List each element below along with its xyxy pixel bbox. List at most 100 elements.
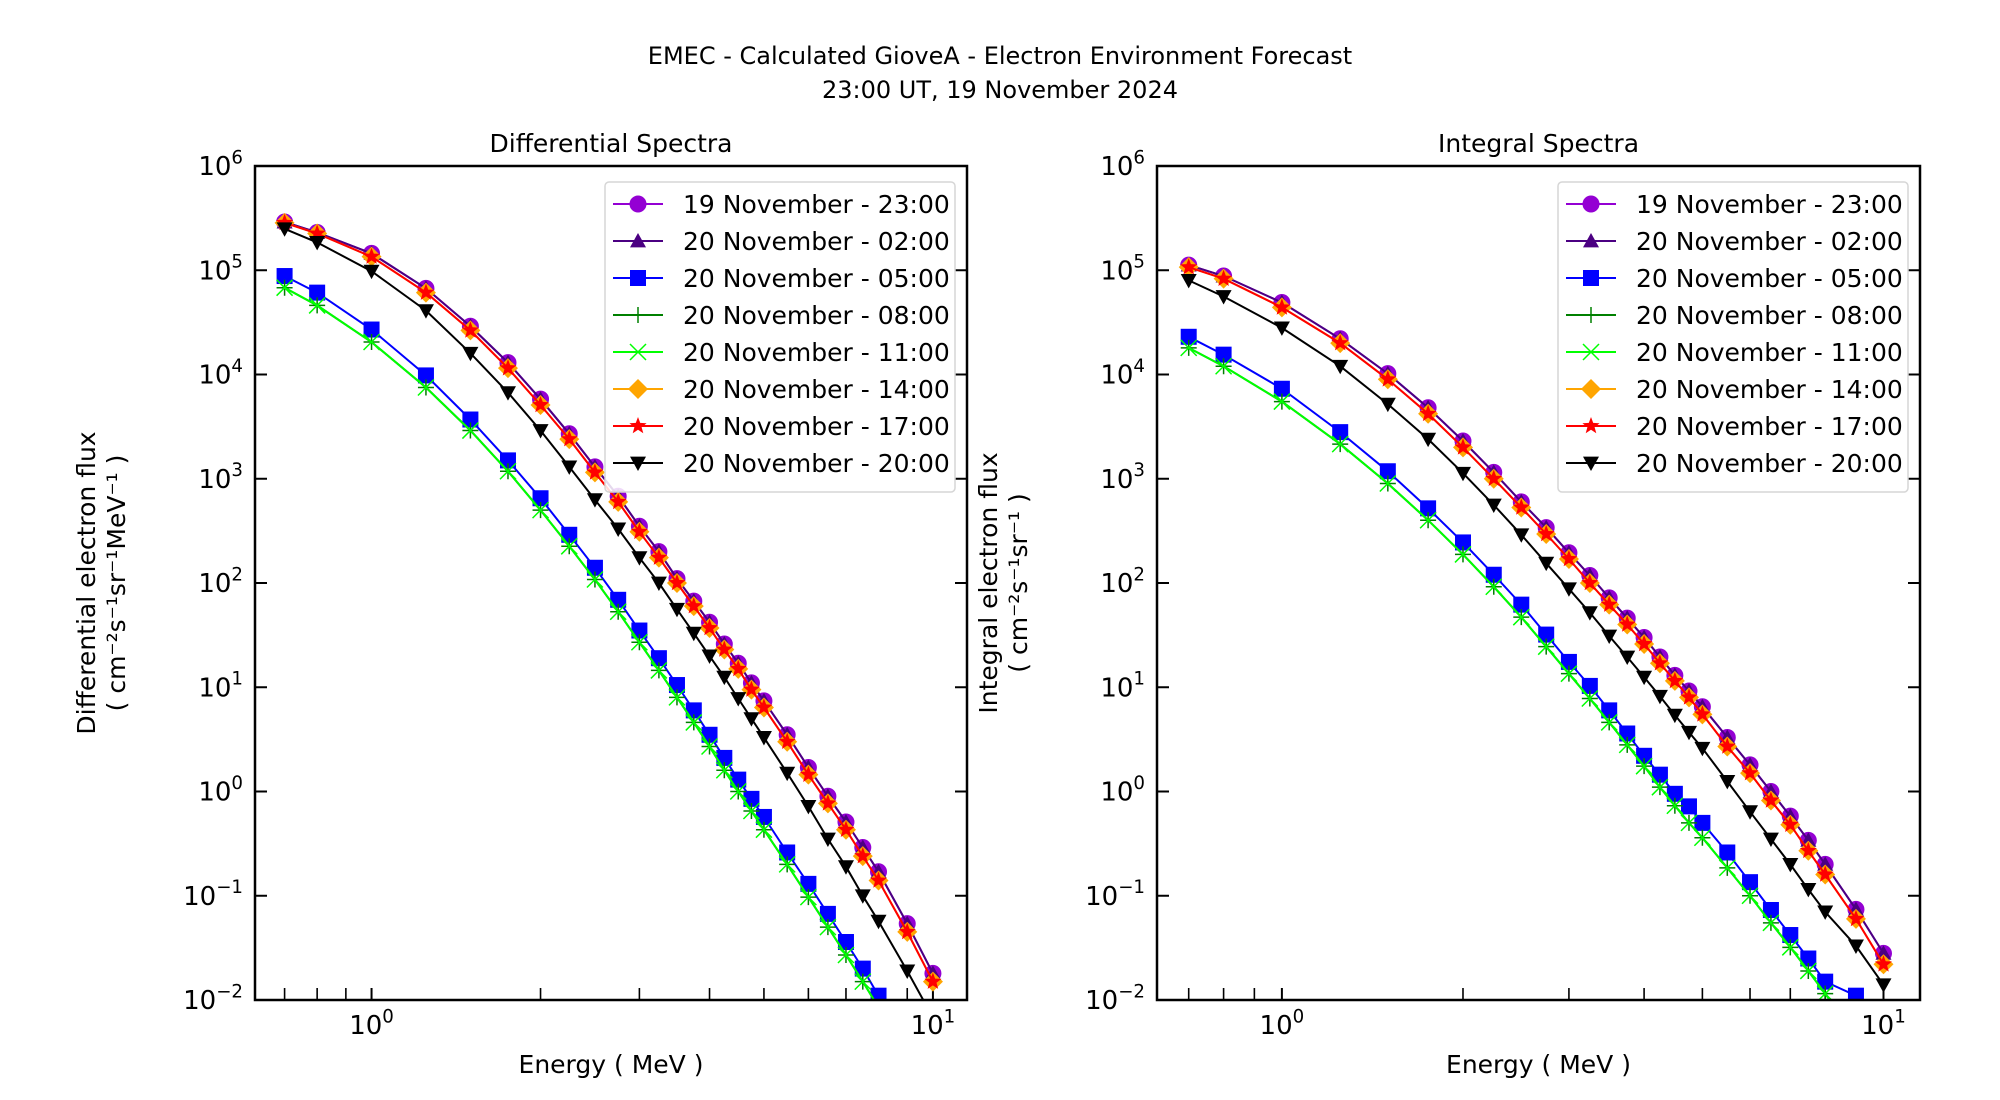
legend-item: 20 November - 11:00 [613,338,950,367]
legend-marker [629,343,647,361]
data-point [1538,556,1555,572]
data-point [854,973,872,991]
data-point [1666,797,1684,815]
data-point [1719,844,1736,861]
data-point [1485,469,1503,486]
data-point [742,802,760,820]
data-point [417,378,435,397]
data-point [716,749,733,766]
data-point [461,321,479,338]
data-point [924,972,942,989]
legend: 19 November - 23:00 20 November - 02:00 20… [1557,181,1909,493]
data-point [499,452,516,469]
y-axis-label: Integral electron flux [974,452,1003,713]
legend-label: 20 November - 02:00 [683,227,950,256]
data-point [1273,393,1291,411]
data-point [1331,435,1349,453]
integral-spectra-panel: Integral Spectra Energy ( MeV ) Integral e… [974,129,1922,1086]
data-point [755,808,772,825]
legend-item: 20 November - 20:00 [613,449,950,478]
data-point [898,922,916,940]
data-point [925,1088,941,1100]
data-point [715,640,733,657]
data-point [799,765,817,782]
data-point [799,888,817,906]
legend-item: 20 November - 14:00 [613,375,950,404]
data-point [899,1040,915,1056]
legend-item: 20 November - 14:00 [1566,375,1903,404]
data-point [1680,798,1697,815]
data-point [899,1050,915,1066]
data-point [650,576,667,591]
legend-item: 20 November - 02:00 [1566,227,1903,256]
legend-label: 20 November - 08:00 [1636,301,1903,330]
data-point [586,493,603,508]
legend-label: 20 November - 02:00 [1636,227,1903,256]
legend-label: 20 November - 20:00 [1636,449,1903,478]
y-axis-label: Differential electron flux [72,431,101,734]
legend-item: 20 November - 08:00 [1566,301,1903,330]
data-point [668,677,685,694]
data-point [1180,258,1198,275]
data-point [462,346,479,362]
legend-marker [1583,307,1599,323]
data-point [1601,702,1618,719]
x-axis-label: Energy ( MeV ) [519,1050,704,1079]
data-point [854,960,871,977]
data-point [1816,865,1834,882]
legend-marker [1583,270,1599,286]
y-tick-label: 10−1 [1085,877,1145,912]
data-point [417,283,435,300]
data-point [1512,498,1530,515]
data-point [276,279,294,297]
y-tick-label: 101 [198,669,243,704]
legend-item: 20 November - 02:00 [613,227,950,256]
data-point [1781,938,1799,956]
data-point [742,680,760,697]
data-point [1693,705,1711,722]
data-point [610,522,627,537]
data-point [1875,1070,1891,1086]
data-point [778,732,796,749]
legend-box [1557,181,1909,493]
data-point [854,889,871,904]
data-point [1718,737,1736,754]
data-point [1800,883,1817,898]
data-point [743,790,760,807]
data-point [1742,874,1759,891]
data-point [1762,914,1780,932]
legend-label: 20 November - 17:00 [1636,412,1903,441]
plot-area [274,212,943,1100]
data-point [743,712,760,727]
data-point [1273,380,1290,397]
data-point [1379,463,1396,480]
data-point [1273,298,1291,315]
data-point [1847,909,1865,927]
data-point [877,999,880,1000]
data-point [729,782,747,801]
series-20-november-05-00 [276,268,941,1100]
axes-frame [253,164,969,1002]
legend-item: 20 November - 17:00 [613,412,950,441]
x-tick-label: 100 [1260,1006,1305,1041]
legend-label: 19 November - 23:00 [683,190,950,219]
data-point [779,766,796,782]
data-point [1601,629,1618,645]
data-point [1379,397,1396,413]
data-point [1215,290,1232,305]
y-tick-label: 101 [1100,669,1145,704]
data-point [631,551,648,566]
plot-area [1178,256,1894,1086]
data-point [1782,927,1799,944]
data-point [1454,534,1471,551]
data-point [1694,814,1711,831]
legend-item: 20 November - 08:00 [613,301,950,330]
data-point [837,820,855,837]
data-point [1513,596,1530,613]
data-point [586,559,603,576]
legend-label: 19 November - 23:00 [1636,190,1903,219]
data-point [1799,962,1817,980]
data-point [1651,778,1669,796]
y-axis-units: ( cm⁻²s⁻¹sr⁻¹MeV⁻¹ ) [102,455,131,712]
data-point [1560,653,1577,670]
